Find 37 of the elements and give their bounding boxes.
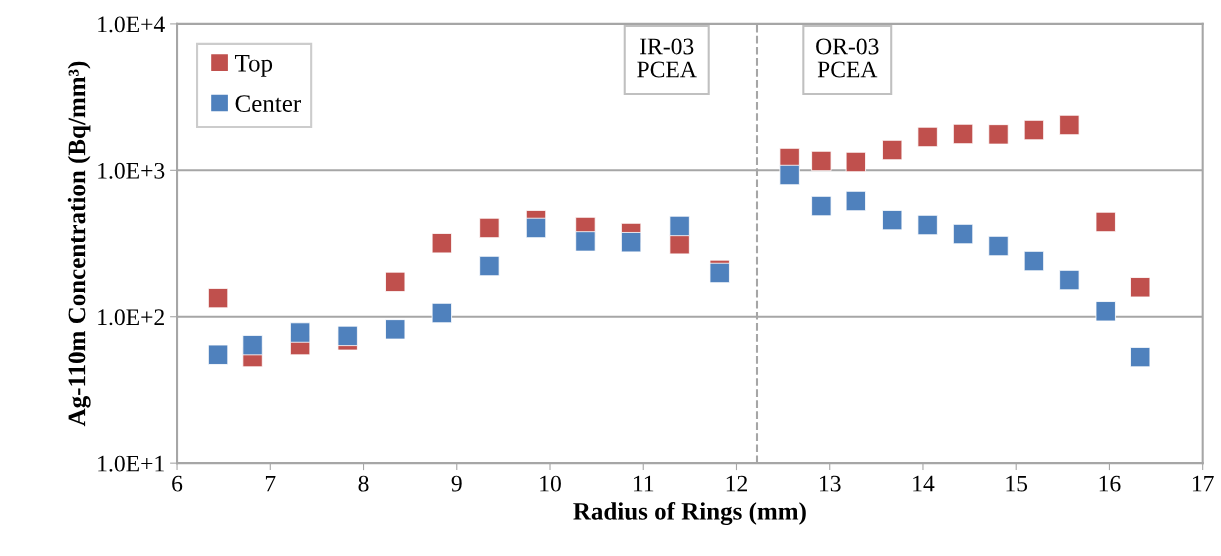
point [385, 271, 406, 293]
y-tick-label: 1.0E+1 [98, 455, 164, 472]
y-tick-label: 1.0E+3 [98, 162, 165, 179]
x-tick-label: 7 [265, 475, 276, 492]
x-tick-label: 11 [633, 475, 654, 492]
point [431, 302, 452, 324]
point [1130, 346, 1151, 368]
point [525, 217, 547, 239]
legend-label: Top [235, 55, 273, 77]
point [917, 126, 938, 148]
legend-label: Center [235, 95, 301, 112]
x-tick-label: 9 [451, 475, 462, 492]
point [917, 214, 938, 236]
x-tick-label: 10 [540, 475, 561, 492]
annotation: OR-03 PCEA [816, 38, 879, 78]
y-tick-label: 1.0E+2 [98, 309, 164, 326]
x-tick-label: 14 [913, 475, 935, 492]
x-tick-label: 16 [1099, 475, 1121, 492]
y-axis-title: Ag-110m Concentration (Bq/mm³) [67, 61, 91, 427]
x-tick-label: 15 [1006, 475, 1028, 492]
x-tick-label: 13 [820, 475, 841, 492]
y-tick-label: 1.0E+4 [98, 16, 165, 33]
point [620, 232, 642, 253]
x-axis-title: Radius of Rings (mm) [573, 501, 806, 526]
x-tick-label: 17 [1192, 475, 1214, 492]
x-tick-label: 12 [726, 475, 747, 492]
x-tick-label: 8 [358, 475, 369, 492]
point [779, 164, 800, 186]
point [1130, 277, 1151, 298]
point [952, 123, 974, 145]
point [845, 190, 866, 212]
point [1095, 211, 1116, 233]
point [207, 344, 229, 365]
point [289, 322, 311, 343]
point [479, 217, 500, 239]
x-tick-label: 6 [172, 475, 183, 492]
annotation: IR-03 PCEA [637, 38, 697, 78]
